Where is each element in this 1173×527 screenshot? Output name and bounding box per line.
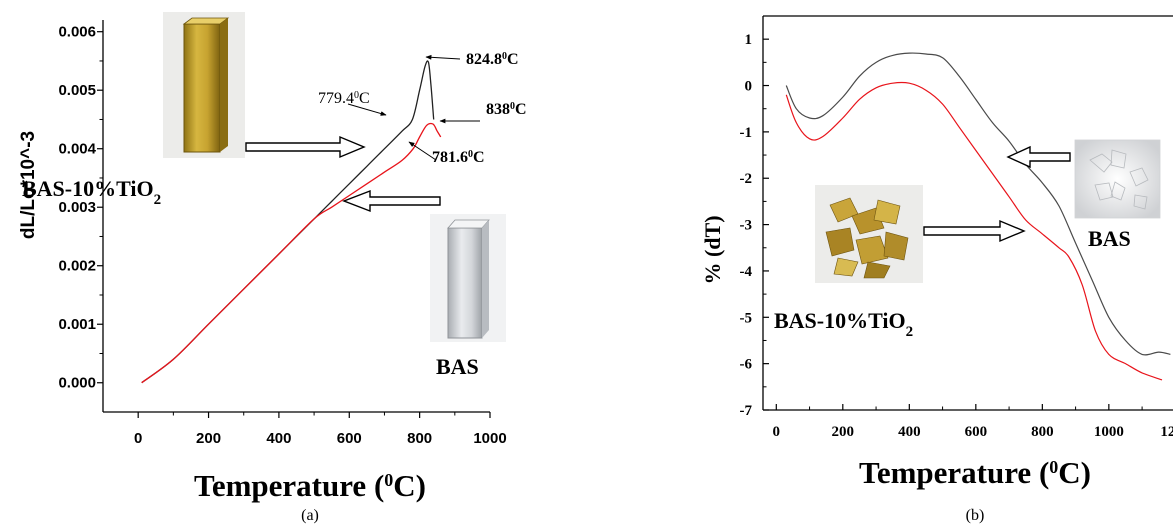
annotation-824-a: 824.80C bbox=[425, 51, 519, 69]
doped-sample-label-b: BAS-10%TiO2 bbox=[774, 308, 913, 340]
annotation-781-a-sup: 0 bbox=[468, 149, 473, 160]
hollow-arrow-pure-b bbox=[1006, 145, 1071, 169]
x-axis-label-b-end: C) bbox=[1058, 455, 1091, 490]
x-axis-label-a-text: Temperature ( bbox=[194, 468, 384, 503]
axes-a: 0 200 400 600 800 10000.0000.0010.0020.0030.0… bbox=[58, 20, 507, 447]
annotation-824-a-value: 824.8 bbox=[466, 51, 502, 68]
hollow-arrow-doped-a bbox=[245, 135, 366, 159]
x-tick-label-b: 1000 bbox=[1094, 424, 1124, 440]
panel-label-a: (a) bbox=[301, 507, 319, 524]
y-tick-label-b: -2 bbox=[740, 171, 753, 187]
annotation-838-a-value: 838 bbox=[486, 101, 510, 118]
annotation-838-a: 8380C bbox=[439, 101, 527, 124]
annotation-779-a-value: 779.4 bbox=[318, 90, 354, 107]
series-group-a bbox=[141, 60, 442, 384]
pure-sample-label-b: BAS bbox=[1088, 226, 1131, 251]
y-tick-label-a: 0.005 bbox=[58, 82, 96, 99]
axes-b: 0 200 400 600 800 1000 1200 1 0 -1 -2 -3 -4 -5 -6 -7 bbox=[740, 15, 1173, 440]
y-tick-label-a: 0.006 bbox=[58, 24, 96, 41]
hollow-arrow-doped-b bbox=[923, 219, 1026, 243]
doped-label-b-text: BAS-10%TiO bbox=[774, 308, 906, 333]
y-tick-label-a: 0.003 bbox=[58, 199, 96, 216]
y-tick-label-a: 0.002 bbox=[58, 258, 96, 275]
x-tick-label-a: 200 bbox=[196, 430, 221, 447]
annotation-838-a-unit: C bbox=[515, 101, 527, 118]
y-tick-label-b: -4 bbox=[740, 264, 753, 280]
annotation-779-a: 779.40C bbox=[318, 90, 387, 116]
annotation-781-a: 781.60C bbox=[408, 141, 485, 167]
x-tick-label-b: 1200 bbox=[1160, 424, 1173, 440]
doped-label-a-sub: 2 bbox=[154, 192, 162, 208]
x-tick-label-b: 400 bbox=[898, 424, 921, 440]
doped-label-b-sub: 2 bbox=[906, 324, 914, 340]
y-tick-label-b: -3 bbox=[740, 218, 753, 234]
x-tick-label-a: 1000 bbox=[473, 430, 506, 447]
pure-sample-label-a: BAS bbox=[436, 354, 479, 379]
doped-sample-label-a: BAS-10%TiO2 bbox=[22, 176, 161, 208]
y-tick-label-b: -7 bbox=[740, 403, 753, 419]
y-tick-label-b: -1 bbox=[740, 125, 753, 141]
hollow-arrow-pure-a bbox=[342, 189, 441, 213]
doped-sample-photo-a bbox=[163, 12, 245, 158]
x-tick-label-b: 200 bbox=[832, 424, 855, 440]
y-axis-label-a: dL/Lo*10^-3 bbox=[18, 131, 39, 239]
x-axis-label-b-sup: 0 bbox=[1049, 457, 1058, 477]
panel-label-b: (b) bbox=[966, 507, 985, 524]
x-tick-label-a: 800 bbox=[407, 430, 432, 447]
x-tick-label-b: 800 bbox=[1031, 424, 1054, 440]
y-tick-label-a: 0.000 bbox=[58, 375, 96, 392]
x-tick-label-b: 600 bbox=[965, 424, 988, 440]
y-tick-label-a: 0.001 bbox=[58, 316, 96, 333]
annotation-779-a-unit: C bbox=[359, 90, 370, 107]
x-axis-label-b: Temperature (0C) bbox=[859, 455, 1091, 490]
x-axis-label-a-end: C) bbox=[393, 468, 426, 503]
svg-text:824.80C: 824.80C bbox=[466, 51, 519, 69]
series-group-b bbox=[785, 52, 1171, 381]
chart-panel-b: 0 200 400 600 800 1000 1200 1 0 -1 -2 -3 -4 -5 -6 -7 % … bbox=[700, 15, 1173, 524]
y-tick-label-b: -6 bbox=[740, 357, 753, 373]
x-axis-label-a: Temperature (0C) bbox=[194, 468, 426, 503]
y-tick-label-b: -5 bbox=[740, 310, 753, 326]
series-line-b-1 bbox=[785, 81, 1163, 381]
pure-sample-photo-a bbox=[430, 214, 506, 342]
chart-panel-a: 0 200 400 600 800 10000.0000.0010.0020.0030.0… bbox=[18, 12, 527, 524]
doped-sample-photo-b bbox=[815, 185, 923, 283]
y-tick-label-b: 0 bbox=[745, 79, 753, 95]
pure-sample-photo-b bbox=[1074, 139, 1161, 219]
svg-text:779.40C: 779.40C bbox=[318, 90, 370, 108]
x-tick-label-a: 400 bbox=[266, 430, 291, 447]
x-tick-label-a: 600 bbox=[337, 430, 362, 447]
x-axis-label-b-text: Temperature ( bbox=[859, 455, 1049, 490]
annotation-838-a-sup: 0 bbox=[510, 101, 515, 112]
doped-label-a-text: BAS-10%TiO bbox=[22, 176, 154, 201]
y-tick-label-b: 1 bbox=[745, 32, 753, 48]
svg-text:781.60C: 781.60C bbox=[432, 149, 485, 167]
annotation-781-a-unit: C bbox=[473, 149, 485, 166]
annotation-779-a-sup: 0 bbox=[354, 90, 359, 101]
annotation-824-a-unit: C bbox=[507, 51, 519, 68]
annotation-824-a-sup: 0 bbox=[502, 51, 507, 62]
series-line-b-0 bbox=[785, 52, 1171, 356]
svg-text:8380C: 8380C bbox=[486, 101, 527, 119]
y-tick-label-a: 0.004 bbox=[58, 141, 96, 158]
annotation-781-a-value: 781.6 bbox=[432, 149, 468, 166]
x-axis-label-a-sup: 0 bbox=[384, 470, 393, 490]
y-axis-label-b: % (dT) bbox=[700, 215, 725, 284]
x-tick-label-a: 0 bbox=[134, 430, 142, 447]
x-tick-label-b: 0 bbox=[773, 424, 781, 440]
series-line-a-1 bbox=[141, 122, 442, 384]
